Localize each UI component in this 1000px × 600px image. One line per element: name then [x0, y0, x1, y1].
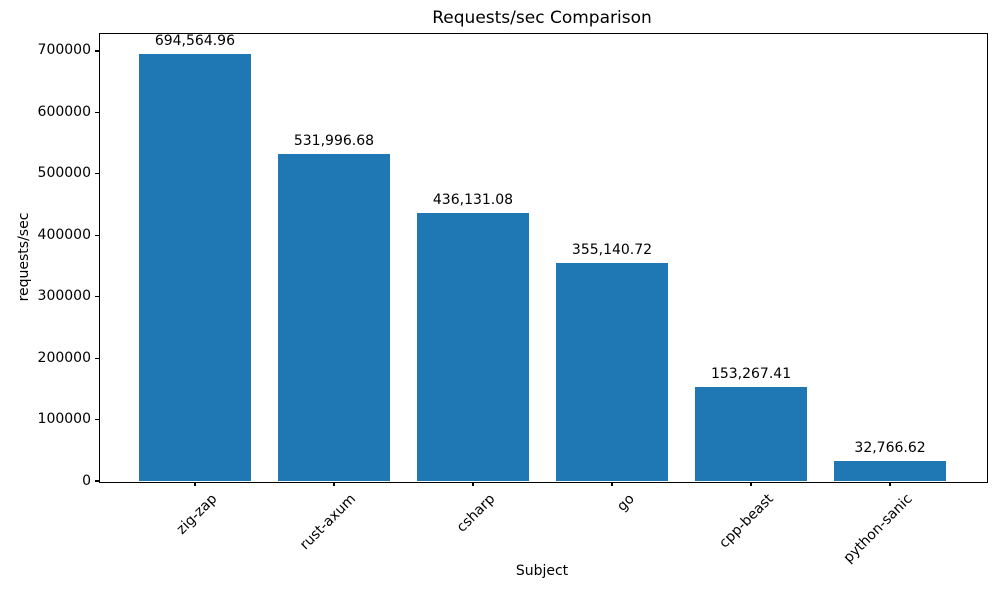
ytick-label: 500000 — [37, 165, 91, 182]
xtick-mark — [611, 482, 613, 486]
ytick-label: 100000 — [37, 411, 91, 428]
xtick-mark — [750, 482, 752, 486]
bar-value-label: 436,131.08 — [432, 192, 514, 209]
ytick-label: 600000 — [37, 103, 91, 120]
ytick-label: 300000 — [37, 288, 91, 305]
ytick-label: 200000 — [37, 349, 91, 366]
ytick-mark — [95, 111, 99, 113]
bar — [417, 213, 529, 481]
bar — [556, 262, 668, 481]
ytick-mark — [95, 296, 99, 298]
xtick-mark — [889, 482, 891, 486]
xtick-label: cpp-beast — [715, 491, 777, 552]
xtick-label: python-sanic — [840, 491, 916, 567]
bar-value-label: 694,564.96 — [154, 33, 235, 50]
bar — [139, 54, 251, 481]
bar-value-label: 355,140.72 — [571, 241, 653, 258]
bar-value-label: 32,766.62 — [854, 439, 926, 456]
xtick-mark — [472, 482, 474, 486]
ytick-label: 400000 — [37, 226, 91, 243]
ytick-mark — [95, 234, 99, 236]
bar-value-label: 531,996.68 — [293, 133, 375, 150]
ytick-label: 0 — [82, 472, 91, 489]
x-axis-label: Subject — [515, 563, 569, 579]
ytick-mark — [95, 173, 99, 175]
ytick-mark — [95, 50, 99, 52]
xtick-mark — [194, 482, 196, 486]
xtick-label: csharp — [453, 491, 499, 536]
xtick-mark — [333, 482, 335, 486]
xtick-label: go — [613, 491, 638, 515]
ytick-mark — [95, 480, 99, 482]
xtick-label: zig-zap — [173, 491, 221, 538]
bar-value-label: 153,267.41 — [710, 365, 792, 382]
chart-title: Requests/sec Comparison — [432, 8, 652, 28]
ytick-mark — [95, 357, 99, 359]
bar — [695, 386, 807, 481]
xtick-label: rust-axum — [297, 491, 360, 554]
ytick-label: 700000 — [37, 42, 91, 59]
bar — [834, 460, 946, 481]
bar — [278, 154, 390, 481]
ytick-mark — [95, 418, 99, 421]
